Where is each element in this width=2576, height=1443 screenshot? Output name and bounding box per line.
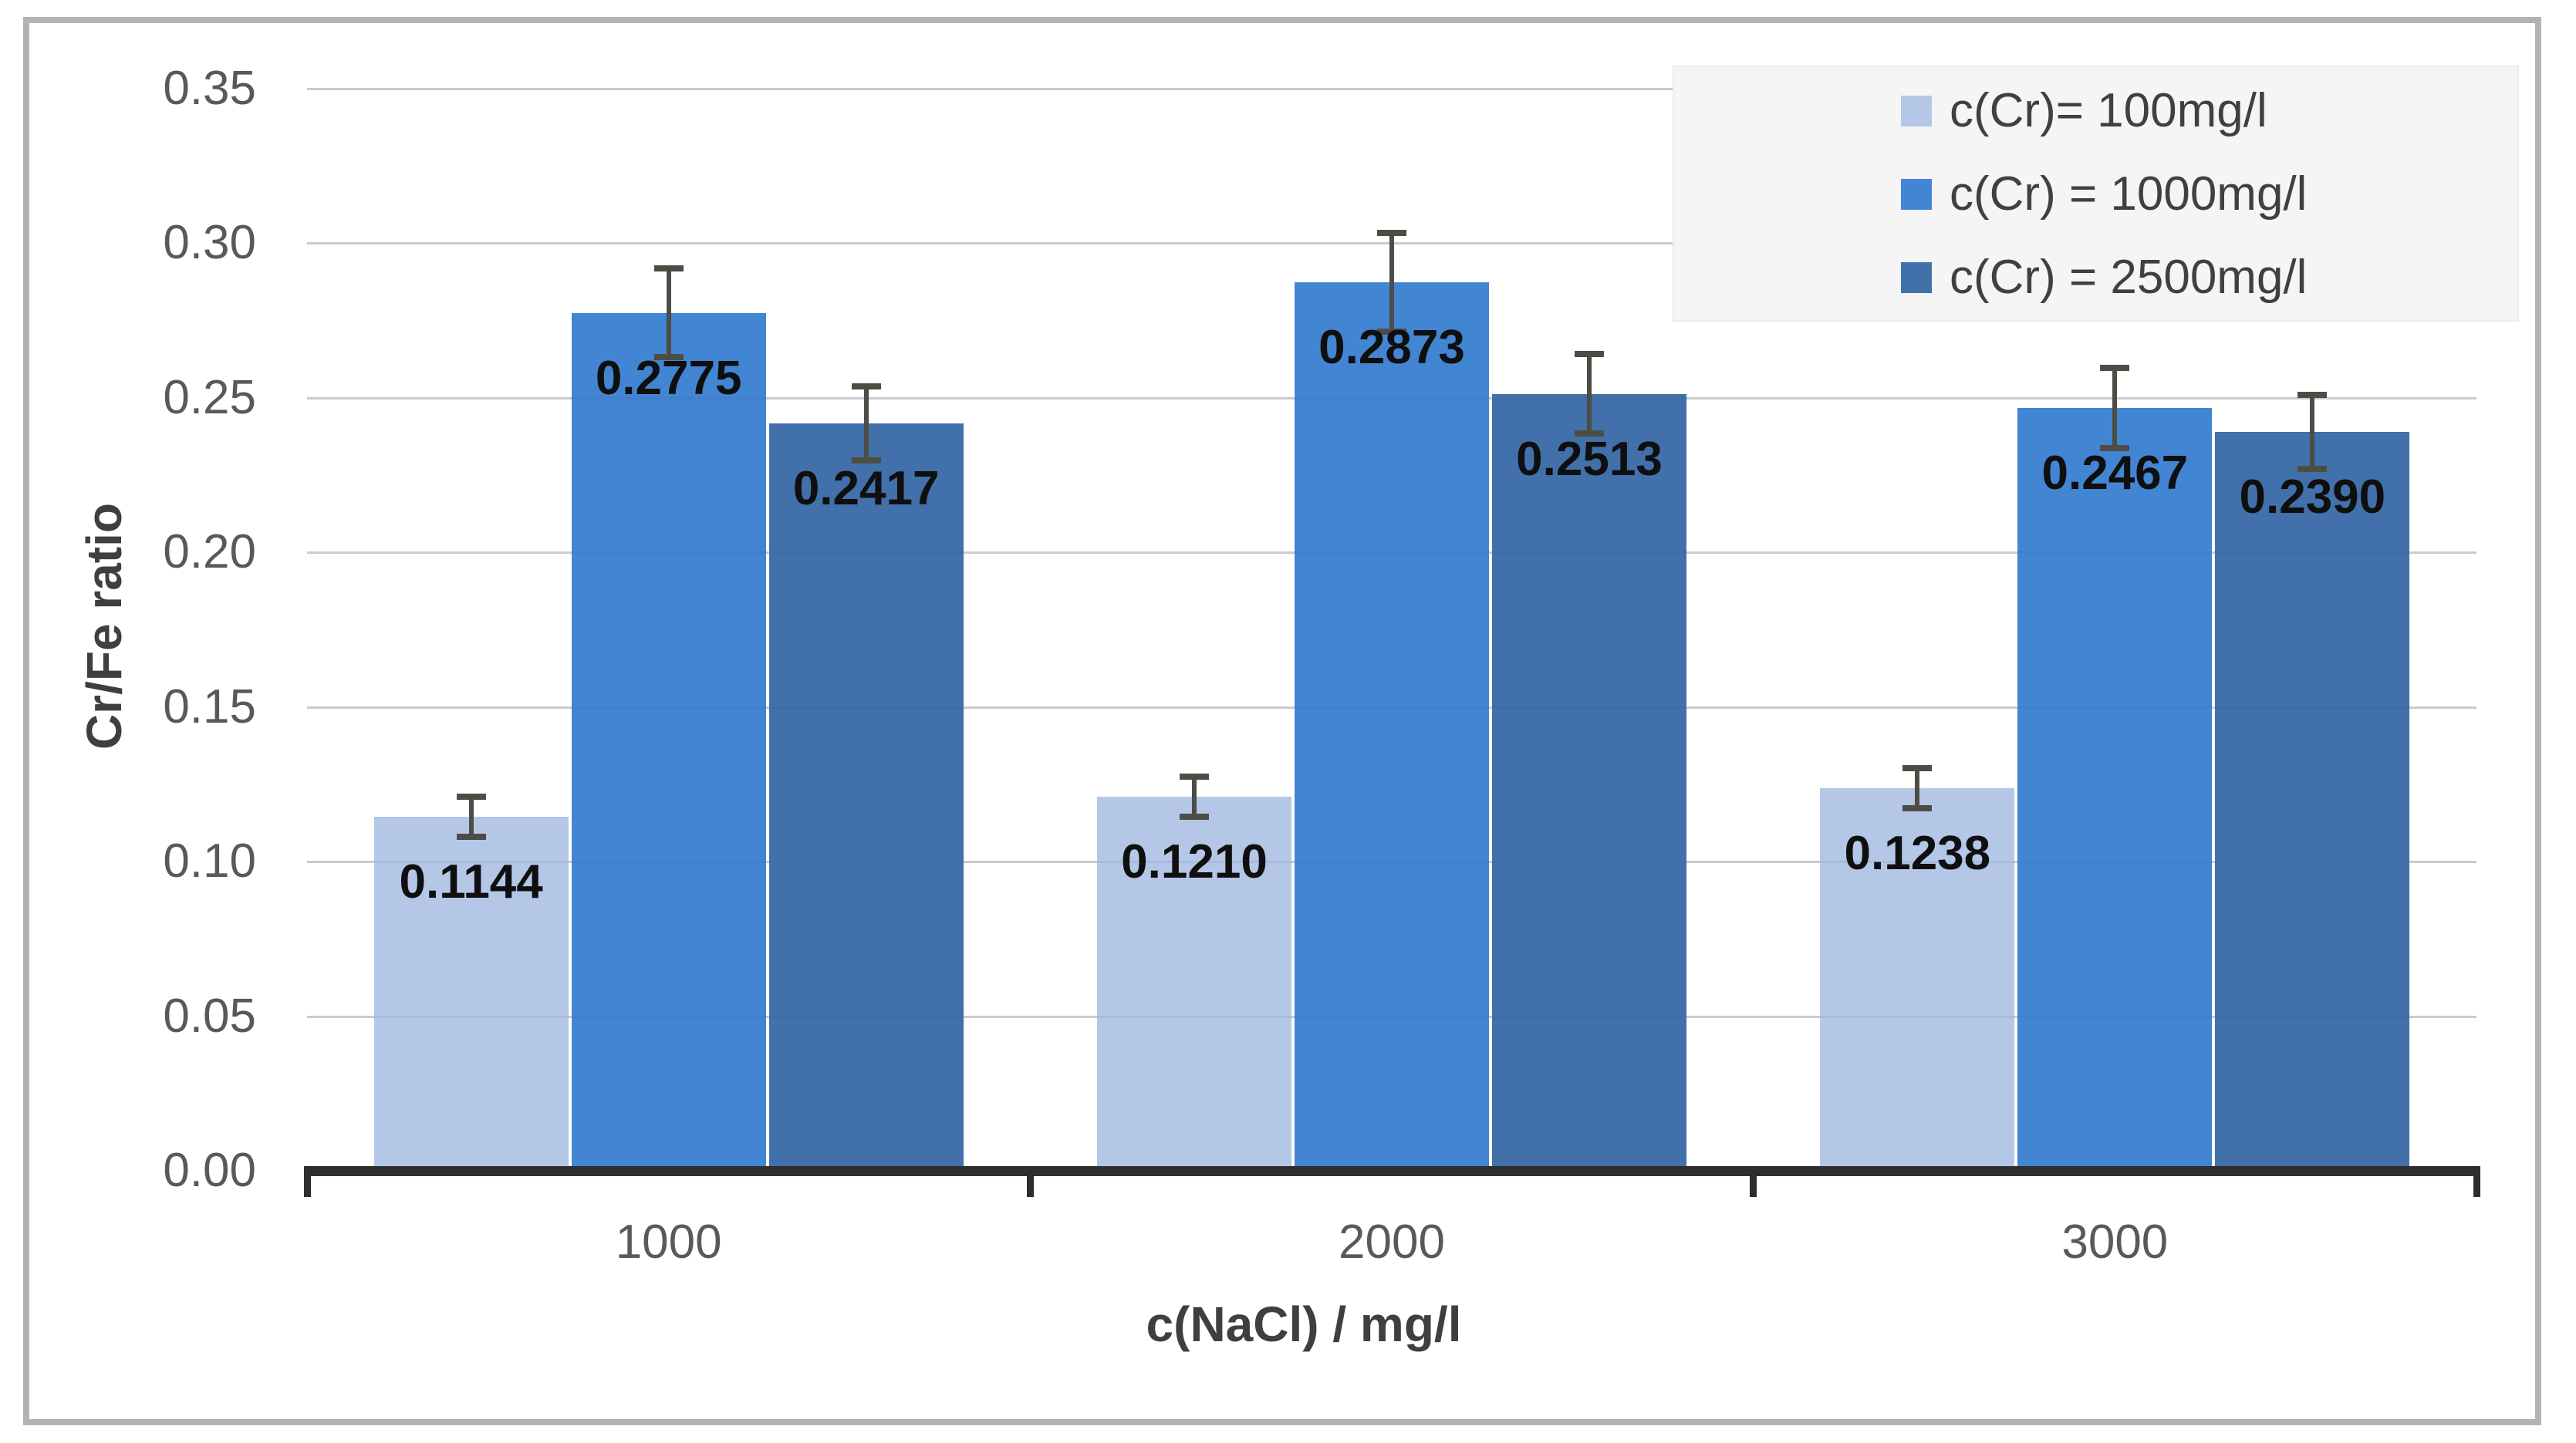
error-bar-cap-top: [1902, 764, 1933, 771]
bar-series2-cat2000: [1295, 282, 1489, 1171]
bar-series1-cat3000: [1820, 787, 2015, 1171]
error-bar: [2310, 394, 2315, 470]
error-bar-cap-bottom: [456, 834, 486, 841]
error-bar: [1587, 354, 1592, 433]
error-bar: [1915, 767, 1920, 808]
gridline: [307, 88, 2476, 90]
error-bar-cap-top: [653, 265, 684, 271]
error-bar-cap-bottom: [653, 354, 684, 361]
data-label: 0.2417: [792, 462, 940, 516]
y-axis-tick-label: 0.25: [163, 370, 256, 424]
x-axis-category-label: 2000: [1339, 1215, 1445, 1269]
gridline-overlay: [307, 551, 2476, 555]
legend-item: c(Cr) = 1000mg/l: [1901, 167, 2307, 221]
legend-label: c(Cr)= 100mg/l: [1950, 84, 2267, 137]
data-label: 0.1210: [1121, 834, 1268, 888]
error-bar-cap-bottom: [2100, 445, 2130, 452]
legend-swatch-100mgl: [1901, 96, 1932, 126]
gridline-overlay: [307, 396, 2476, 400]
error-bar-cap-bottom: [1575, 430, 1604, 437]
y-axis-tick-label: 0.20: [163, 525, 256, 579]
error-bar: [1389, 233, 1394, 332]
error-bar-cap-top: [851, 383, 881, 390]
error-bar: [1192, 776, 1197, 818]
error-bar: [2112, 367, 2118, 449]
x-axis-title: c(NaCl) / mg/l: [1146, 1296, 1462, 1352]
error-bar-cap-top: [2100, 364, 2130, 371]
x-axis-tick: [1750, 1166, 1757, 1197]
bar-series3-cat1000: [768, 423, 964, 1171]
data-label: 0.2467: [2041, 447, 2189, 501]
data-label: 0.2775: [595, 351, 742, 405]
bar-series2-cat3000: [2017, 408, 2213, 1171]
gridline-overlay: [307, 861, 2476, 864]
error-bar-cap-top: [1377, 230, 1406, 237]
gridline-overlay: [307, 706, 2476, 709]
data-label: 0.2873: [1318, 321, 1465, 375]
legend-swatch-1000mgl: [1901, 179, 1932, 210]
legend-swatch-2500mgl: [1901, 262, 1932, 293]
bar-series1-cat2000: [1097, 796, 1291, 1171]
bar-series3-cat2000: [1492, 393, 1686, 1171]
y-axis-title: Cr/Fe ratio: [76, 502, 132, 750]
error-bar: [468, 797, 474, 838]
legend-label: c(Cr) = 1000mg/l: [1950, 167, 2308, 221]
legend-label: c(Cr) = 2500mg/l: [1950, 251, 2308, 304]
x-axis-tick: [303, 1166, 311, 1197]
legend-item: c(Cr)= 100mg/l: [1901, 84, 2267, 138]
data-label: 0.2513: [1516, 432, 1663, 486]
error-bar-cap-top: [2297, 391, 2328, 398]
legend: c(Cr)= 100mg/l c(Cr) = 1000mg/l c(Cr) = …: [1673, 66, 2519, 322]
error-bar-cap-bottom: [1377, 329, 1406, 335]
x-axis-category-label: 1000: [615, 1215, 722, 1269]
gridline-overlay: [307, 1015, 2476, 1018]
error-bar: [863, 386, 869, 461]
error-bar-cap-top: [456, 794, 486, 801]
data-label: 0.1144: [399, 855, 543, 909]
legend-item: c(Cr) = 2500mg/l: [1901, 251, 2307, 305]
chart-border: [23, 17, 2541, 1425]
data-label: 0.1238: [1844, 826, 1991, 880]
error-bar-cap-bottom: [1902, 804, 1933, 811]
y-axis-tick-label: 0.35: [163, 62, 256, 115]
x-axis-category-label: 3000: [2061, 1215, 2169, 1269]
error-bar-cap-top: [1180, 773, 1209, 780]
x-axis-line: [306, 1166, 2480, 1176]
y-axis-tick-label: 0.15: [163, 679, 256, 733]
bar-series1-cat1000: [373, 817, 569, 1171]
bar-series3-cat3000: [2215, 431, 2410, 1171]
error-bar-cap-bottom: [2297, 466, 2328, 473]
y-axis-tick-label: 0.30: [163, 216, 256, 270]
y-axis-tick-label: 0.10: [163, 834, 256, 888]
x-axis-tick: [2473, 1166, 2480, 1197]
error-bar-cap-bottom: [851, 457, 881, 464]
x-axis-tick: [1026, 1166, 1034, 1197]
gridline-overlay: [307, 88, 2476, 90]
bar-series2-cat1000: [571, 312, 766, 1171]
y-axis-tick-label: 0.00: [163, 1144, 256, 1197]
data-label: 0.2390: [2239, 470, 2386, 524]
error-bar-cap-bottom: [1180, 814, 1209, 821]
error-bar: [666, 268, 671, 358]
y-axis-tick-label: 0.05: [163, 989, 256, 1043]
error-bar-cap-top: [1575, 351, 1604, 358]
